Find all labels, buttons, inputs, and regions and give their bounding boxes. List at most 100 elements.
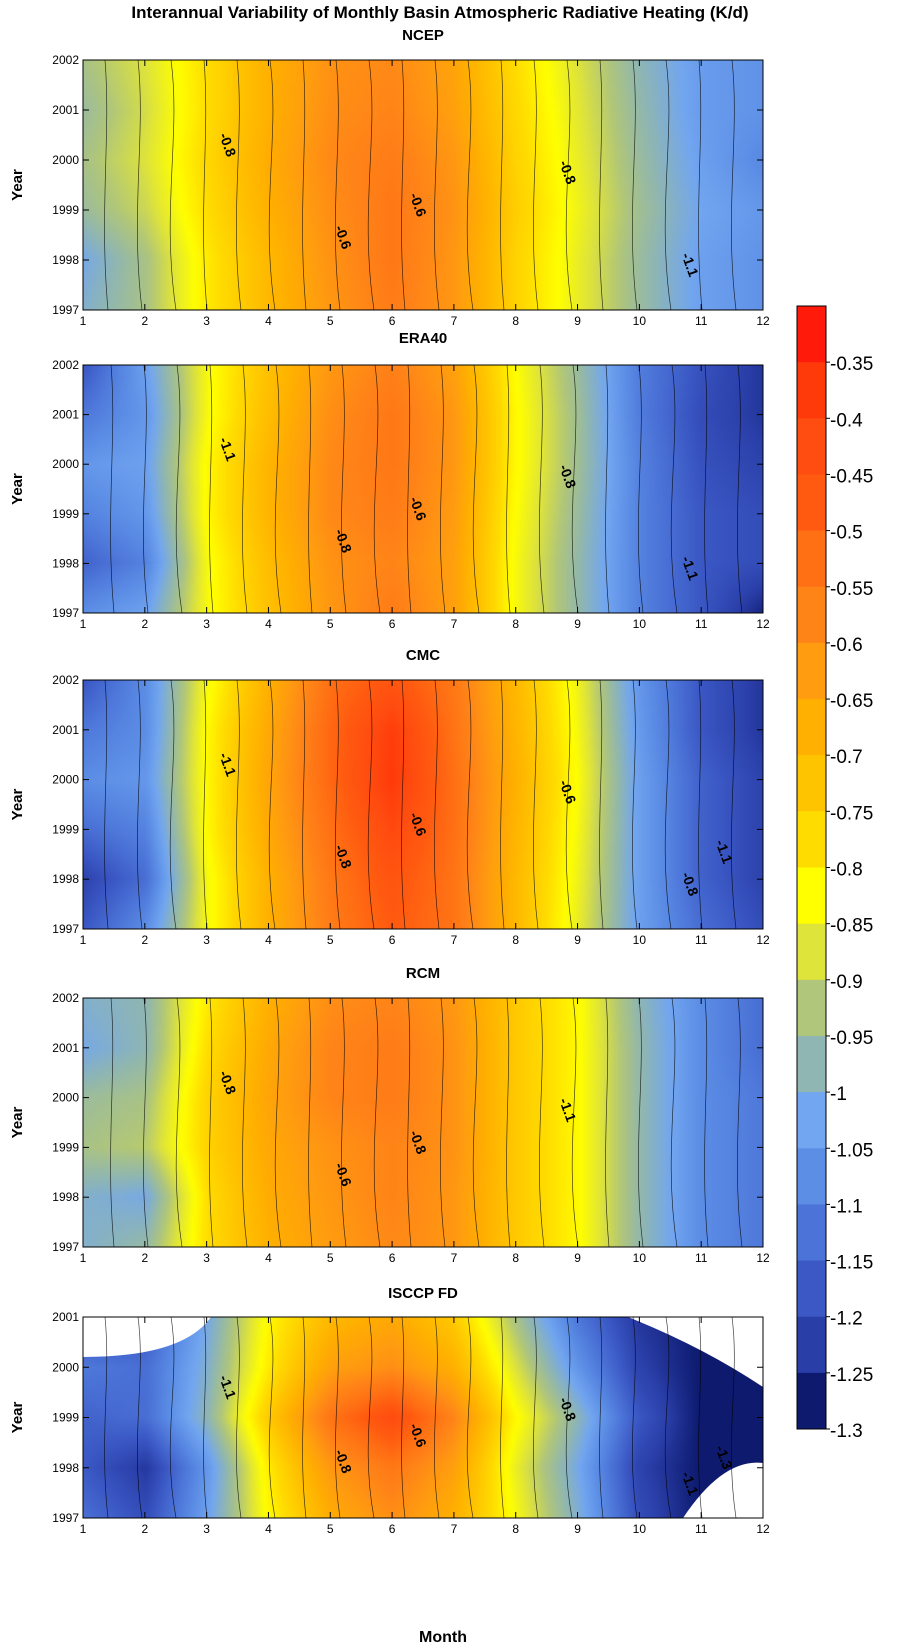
- colorbar-label: -0.65: [830, 691, 873, 712]
- colorbar-swatch: [797, 755, 826, 812]
- contour-line: [571, 997, 579, 1248]
- x-tick-label: 7: [451, 1522, 458, 1536]
- contour-line: [605, 997, 610, 1248]
- contour-label: -0.8: [556, 462, 579, 490]
- contour-line: [632, 1316, 638, 1519]
- x-tick-label: 5: [327, 1251, 334, 1265]
- contour-line: [670, 997, 678, 1248]
- contour-line: [203, 1316, 208, 1519]
- x-tick-label: 11: [695, 314, 708, 328]
- contour-line: [506, 364, 511, 614]
- x-tick-label: 4: [265, 1251, 272, 1265]
- panel-isccp-fd: ISCCP FD-1.1-0.8-0.6-0.8-1.1-1.31 2 3 4 5 6 7 8…: [9, 1285, 770, 1536]
- contour-label: -1.3: [713, 1443, 736, 1471]
- colorbar-swatch: [797, 1372, 826, 1430]
- colorbar-swatch: [797, 979, 826, 1037]
- contour-line: [664, 679, 672, 930]
- contour-label: -0.6: [407, 494, 430, 522]
- y-tick-label: 2002: [52, 358, 79, 372]
- y-tick-label: 1998: [52, 1461, 79, 1475]
- colorbar-label: -0.7: [830, 747, 863, 768]
- contour-line: [434, 679, 440, 930]
- contour-line: [670, 364, 678, 614]
- contour-line: [704, 364, 709, 614]
- x-tick-label: 1: [80, 617, 87, 631]
- y-axis-label: Year: [9, 473, 26, 505]
- contour-line: [533, 59, 539, 311]
- colorbar-swatch: [797, 1092, 826, 1149]
- x-tick-label: 5: [327, 617, 334, 631]
- contour-line: [440, 364, 446, 614]
- contour-line: [236, 679, 242, 930]
- colorbar-label: -1: [830, 1084, 847, 1105]
- contour-line: [209, 364, 214, 614]
- colorbar-label: -1.25: [830, 1365, 873, 1386]
- x-tick-label: 11: [695, 1522, 708, 1536]
- contour-line: [110, 364, 115, 614]
- x-tick-label: 8: [512, 314, 519, 328]
- contour-line: [565, 59, 573, 311]
- plot-frame: [82, 679, 764, 930]
- colorbar-label: -1.1: [830, 1196, 863, 1217]
- contour-line: [175, 997, 183, 1248]
- contour-line: [506, 997, 511, 1248]
- panel-title: RCM: [406, 965, 440, 982]
- contour-line: [698, 679, 703, 930]
- contour-line: [565, 679, 573, 930]
- x-tick-label: 1: [80, 1522, 87, 1536]
- contour-line: [466, 1316, 474, 1519]
- x-tick-label: 2: [141, 933, 148, 947]
- contour-line: [203, 59, 208, 311]
- x-tick-label: 2: [141, 1522, 148, 1536]
- contour-line: [731, 59, 737, 311]
- x-tick-label: 6: [389, 933, 396, 947]
- y-tick-label: 2001: [52, 103, 79, 117]
- x-tick-label: 3: [203, 933, 210, 947]
- x-tick-label: 1: [80, 933, 87, 947]
- x-tick-label: 7: [451, 617, 458, 631]
- x-tick-label: 6: [389, 314, 396, 328]
- contour-line: [274, 997, 282, 1248]
- colorbar-swatch: [797, 923, 826, 981]
- contour-label: -1.1: [679, 251, 702, 279]
- panel-title: ISCCP FD: [388, 1285, 458, 1302]
- panel-ncep: NCEP-0.8-0.6-0.6-0.8-1.11 2 3 4 5 6 7 8 9 10 11 121…: [9, 27, 770, 328]
- colorbar-swatch: [797, 586, 826, 644]
- y-axis-label: Year: [9, 1106, 26, 1138]
- contour-line: [137, 679, 143, 930]
- contour-line: [308, 364, 313, 614]
- x-tick-label: 4: [265, 314, 272, 328]
- y-tick-label: 2002: [52, 673, 79, 687]
- colorbar-swatch: [797, 1035, 826, 1093]
- missing-data-region: [83, 1317, 211, 1357]
- y-tick-label: 1999: [52, 822, 79, 836]
- contour-line: [698, 1316, 703, 1519]
- contour-line: [407, 364, 412, 614]
- contour-line: [500, 679, 505, 930]
- contour-line: [203, 679, 208, 930]
- colorbar-label: -0.6: [830, 635, 863, 656]
- y-tick-label: 2000: [52, 457, 79, 471]
- x-tick-label: 3: [203, 1251, 210, 1265]
- contour-line: [466, 59, 474, 311]
- contour-label: -0.6: [332, 1160, 355, 1188]
- contour-line: [143, 997, 149, 1248]
- x-tick-label: 10: [633, 1251, 647, 1265]
- y-axis-label: Year: [9, 788, 26, 820]
- contour-line: [175, 364, 183, 614]
- x-tick-label: 11: [695, 933, 708, 947]
- x-tick-label: 5: [327, 314, 334, 328]
- x-tick-label: 3: [203, 617, 210, 631]
- colorbar-label: -0.45: [830, 466, 873, 487]
- contour-line: [169, 679, 177, 930]
- x-tick-label: 9: [574, 1522, 581, 1536]
- x-tick-label: 2: [141, 617, 148, 631]
- plot-frame: [82, 997, 764, 1248]
- x-tick-label: 8: [512, 933, 519, 947]
- x-tick-label: 12: [756, 1251, 770, 1265]
- y-tick-label: 1999: [52, 507, 79, 521]
- colorbar-swatch: [797, 474, 826, 532]
- contour-line: [401, 1316, 406, 1519]
- contour-line: [737, 997, 743, 1248]
